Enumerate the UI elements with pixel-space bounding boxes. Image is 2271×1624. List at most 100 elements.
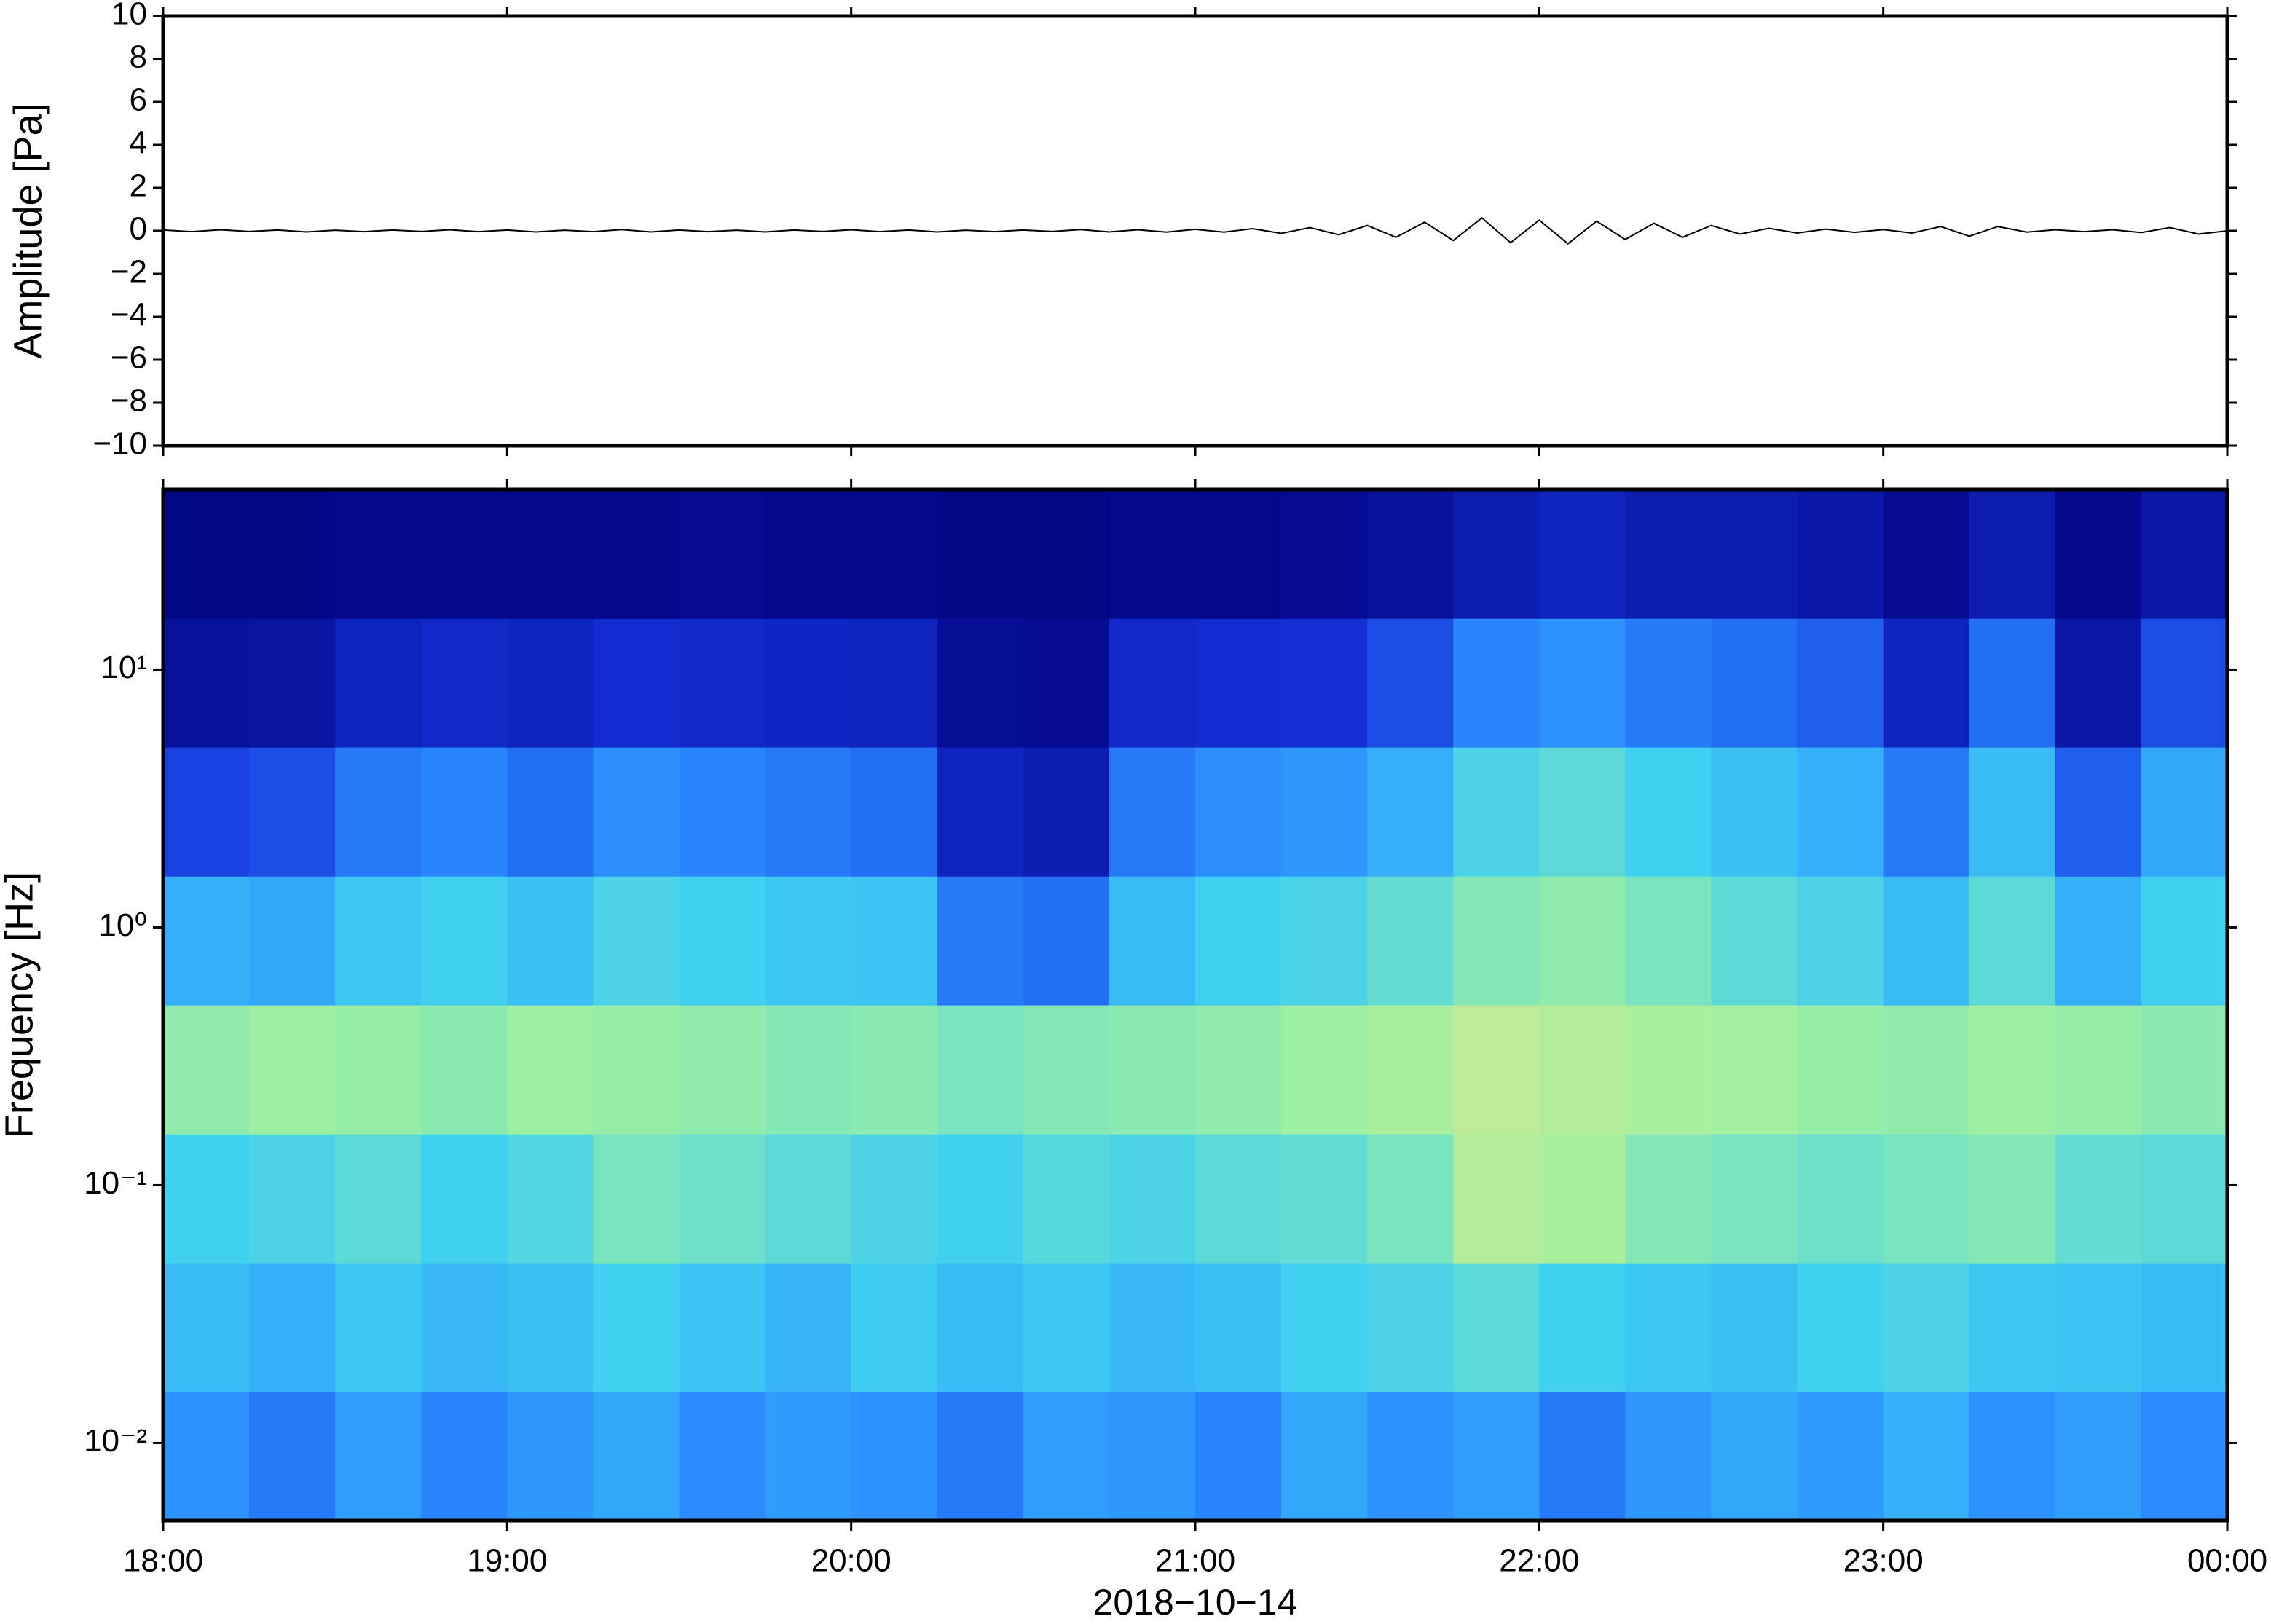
spectrogram-cell: [421, 1263, 508, 1392]
spectrogram-cell: [679, 1134, 766, 1264]
spectrogram-cell: [249, 1134, 336, 1264]
spectrogram-cell: [1109, 1392, 1196, 1521]
spectrogram-cell: [1883, 1392, 1970, 1521]
spectrogram-cell: [679, 747, 766, 877]
spectrogram-cell: [1109, 618, 1196, 748]
y-tick-label: 6: [130, 82, 147, 118]
x-tick-label: 22:00: [1499, 1543, 1579, 1579]
x-tick-label: 21:00: [1155, 1543, 1235, 1579]
spectrogram-cell: [1367, 1134, 1454, 1264]
spectrogram-cell: [1883, 876, 1970, 1006]
y-axis-label: Frequency [Hz]: [0, 872, 41, 1138]
spectrogram-cell: [2055, 747, 2142, 877]
spectrogram-cell: [765, 747, 852, 877]
spectrogram-cell: [1453, 1005, 1540, 1135]
spectrogram-cell: [507, 1134, 594, 1264]
spectrogram-cell: [1883, 1005, 1970, 1135]
spectrogram-cell: [1109, 1263, 1196, 1392]
spectrogram-cell: [1711, 1005, 1798, 1135]
spectrogram-cell: [1969, 1263, 2056, 1392]
spectrogram-cell: [937, 489, 1024, 619]
spectrogram-cell: [1539, 1392, 1626, 1521]
spectrogram-cell: [2141, 747, 2228, 877]
spectrogram-cell: [937, 747, 1024, 877]
spectrogram-cell: [1625, 618, 1712, 748]
y-tick-label: 2: [130, 168, 147, 204]
spectrogram-cell: [163, 1392, 250, 1521]
spectrogram-cell: [1367, 1005, 1454, 1135]
y-tick-label: 10: [111, 0, 147, 32]
spectrogram-cell: [1797, 489, 1884, 619]
y-tick-label: 10¹: [101, 650, 147, 685]
spectrogram-cell: [1625, 747, 1712, 877]
spectrogram-cell: [851, 747, 938, 877]
spectrogram-cell: [1711, 876, 1798, 1006]
spectrogram-cell: [249, 1263, 336, 1392]
y-tick-label: −6: [111, 340, 147, 376]
spectrogram-cell: [851, 489, 938, 619]
spectrogram-cell: [249, 1392, 336, 1521]
spectrogram-cell: [1367, 1263, 1454, 1392]
spectrogram-cell: [593, 1263, 680, 1392]
spectrogram-cell: [163, 747, 250, 877]
x-axis-label: 2018−10−14: [1093, 1582, 1298, 1623]
spectrogram-cell: [1711, 747, 1798, 877]
spectrogram-cell: [1195, 1263, 1282, 1392]
spectrogram-cell: [593, 489, 680, 619]
spectrogram-cell: [1109, 1005, 1196, 1135]
spectrogram-cell: [2141, 876, 2228, 1006]
spectrogram-cell: [2141, 618, 2228, 748]
x-tick-label: 19:00: [467, 1543, 547, 1579]
spectrogram-cell: [249, 1005, 336, 1135]
spectrogram-cell: [1969, 1134, 2056, 1264]
spectrogram-cell: [1195, 1005, 1282, 1135]
waveform: [162, 217, 2228, 245]
y-tick-label: 0: [130, 211, 147, 247]
spectrogram-cell: [1625, 489, 1712, 619]
spectrogram-cell: [765, 1134, 852, 1264]
spectrogram-cell: [2141, 1134, 2228, 1264]
spectrogram-cell: [335, 876, 422, 1006]
y-tick-label: 10⁰: [98, 907, 147, 943]
spectrogram-cell: [1797, 1005, 1884, 1135]
spectrogram-cell: [1281, 1392, 1368, 1521]
spectrogram-cell: [1109, 747, 1196, 877]
spectrogram-cell: [1797, 1263, 1884, 1392]
spectrogram-cell: [1539, 747, 1626, 877]
spectrogram-cell: [1625, 1005, 1712, 1135]
spectrogram-cell: [1711, 1263, 1798, 1392]
spectrogram-cell: [851, 1005, 938, 1135]
plot-frame: [161, 14, 2229, 448]
y-tick-label: 8: [130, 39, 147, 75]
spectrogram-cell: [679, 618, 766, 748]
spectrogram-cell: [937, 1134, 1024, 1264]
spectrogram-cell: [937, 876, 1024, 1006]
spectrogram-cell: [765, 1263, 852, 1392]
spectrogram-cell: [593, 747, 680, 877]
spectrogram-cell: [507, 618, 594, 748]
plot-frame: [161, 487, 2229, 1523]
spectrogram-cell: [1969, 1392, 2056, 1521]
spectrogram-cell: [1969, 876, 2056, 1006]
spectrogram-cell: [1539, 876, 1626, 1006]
x-tick-label: 00:00: [2187, 1543, 2267, 1579]
spectrogram-cell: [335, 618, 422, 748]
spectrogram-cell: [335, 1263, 422, 1392]
spectrogram-cell: [2141, 489, 2228, 619]
spectrogram-cell: [1367, 618, 1454, 748]
spectrogram-cell: [2055, 618, 2142, 748]
spectrogram-cell: [2055, 489, 2142, 619]
spectrogram-cell: [335, 1134, 422, 1264]
spectrogram-cell: [679, 876, 766, 1006]
spectrogram-cell: [335, 489, 422, 619]
y-tick-label: 10⁻¹: [84, 1165, 147, 1201]
spectrogram-cell: [2141, 1263, 2228, 1392]
spectrogram-cell: [679, 1263, 766, 1392]
spectrogram-cell: [163, 1263, 250, 1392]
spectrogram-cell: [507, 876, 594, 1006]
spectrogram-cell: [1023, 876, 1110, 1006]
spectrogram-cell: [1625, 1263, 1712, 1392]
spectrogram-cell: [593, 1392, 680, 1521]
spectrogram-cell: [1023, 1005, 1110, 1135]
spectrogram-cell: [507, 489, 594, 619]
